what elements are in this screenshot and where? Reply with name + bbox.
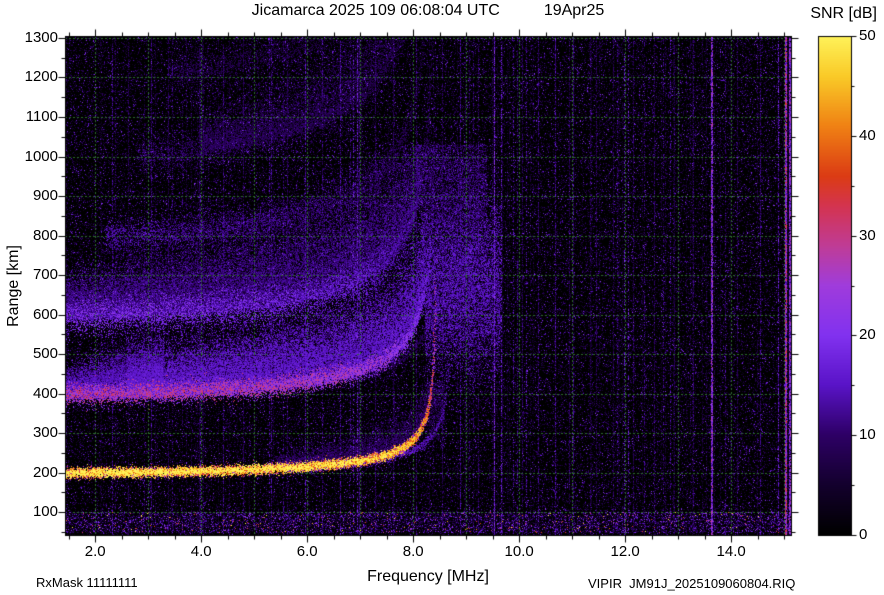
colorbar-tick-label: 40	[859, 126, 876, 144]
rx-mask-label: RxMask 11111111	[36, 575, 138, 590]
y-tick-label: 100	[32, 503, 58, 521]
x-tick-label: 8.0	[402, 543, 424, 560]
y-tick-label: 500	[32, 345, 58, 363]
colorbar-title: SNR [dB]	[810, 5, 877, 22]
plot-title: Jicamarca 2025 109 06:08:04 UTC 19Apr25	[65, 2, 791, 20]
y-tick-label: 400	[32, 384, 58, 402]
colorbar-tick-label: 30	[859, 226, 876, 244]
y-tick-label: 800	[32, 226, 58, 244]
y-tick-label: 1100	[25, 107, 58, 125]
colorbar-tick-label: 0	[859, 526, 868, 543]
y-tick-label: 1200	[24, 68, 58, 86]
x-tick-label: 12.0	[610, 543, 640, 560]
x-axis-label: Frequency [MHz]	[367, 568, 489, 585]
x-tick-label: 10.0	[504, 543, 534, 560]
y-tick-label: 600	[32, 305, 58, 323]
title-date: 19Apr25	[543, 2, 605, 19]
x-tick-label: 6.0	[296, 543, 318, 560]
y-tick-label: 900	[32, 187, 58, 204]
title-main: Jicamarca 2025 109 06:08:04 UTC	[251, 2, 500, 19]
x-tick-label: 2.0	[84, 543, 106, 560]
y-tick-label: 300	[32, 424, 58, 442]
x-tick-label: 14.0	[716, 543, 746, 560]
colorbar-tick-label: 10	[859, 426, 876, 444]
x-tick-label: 4.0	[190, 543, 212, 560]
y-tick-label: 1300	[24, 28, 58, 46]
y-tick-label: 200	[32, 463, 58, 481]
colorbar-tick-label: 50	[859, 27, 876, 44]
colorbar-tick-label: 20	[859, 326, 876, 344]
y-tick-label: 700	[32, 266, 58, 284]
file-id-label: VIPIR JM91J_2025109060804.RIQ	[588, 576, 796, 591]
y-tick-label: 1000	[24, 147, 58, 165]
